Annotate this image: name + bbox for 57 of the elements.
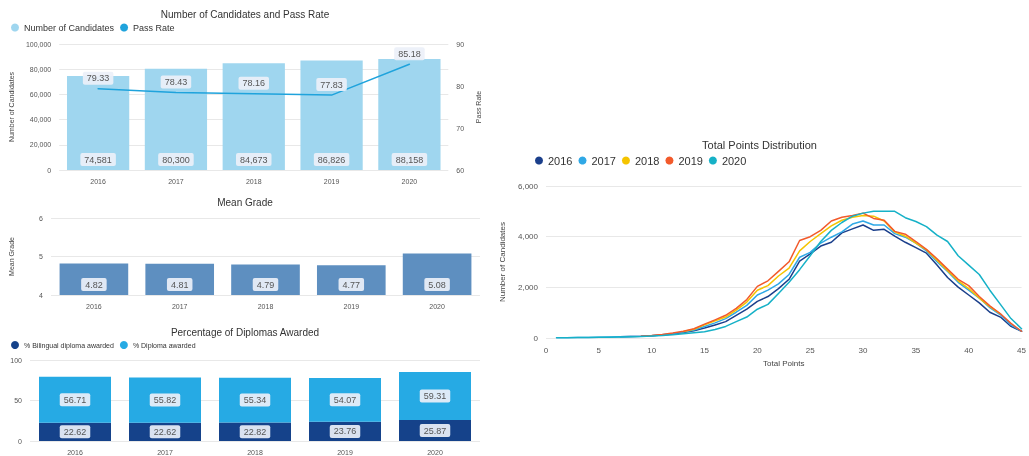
bar <box>309 377 381 422</box>
data-label: 5.08 <box>428 279 446 290</box>
chart-title: Total Points Distribution <box>702 138 817 151</box>
x-tick-label: 35 <box>911 345 921 355</box>
x-tick-label: 15 <box>700 345 710 355</box>
data-label: 22.82 <box>243 426 267 437</box>
data-label: 74,581 <box>84 154 112 165</box>
chart-title: Percentage of Diplomas Awarded <box>170 326 320 338</box>
y-tick-label: 2,000 <box>517 282 539 292</box>
y-tick-label: 6,000 <box>517 181 539 191</box>
x-tick-label: 20 <box>752 345 763 355</box>
bar <box>219 377 291 423</box>
bar <box>39 376 111 423</box>
y-tick-label: 0 <box>533 333 539 343</box>
x-tick-label: 5 <box>596 345 602 355</box>
data-label: 56.71 <box>63 394 87 405</box>
x-axis-title: Total Points <box>763 358 805 368</box>
x-tick-label: 40 <box>964 345 974 355</box>
data-label: 4.77 <box>342 279 361 290</box>
data-label: 77.83 <box>320 79 343 90</box>
chart-title: Number of Candidates and Pass Rate <box>160 8 330 20</box>
data-label: 79.33 <box>86 73 110 84</box>
data-label: 80,300 <box>162 154 190 165</box>
data-label: 84,673 <box>239 154 268 165</box>
data-label: 22.62 <box>63 426 87 437</box>
data-label: 88,158 <box>395 154 424 165</box>
data-label: 78.43 <box>164 77 188 88</box>
data-label: 25.87 <box>423 425 447 436</box>
data-label: 23.76 <box>333 426 357 437</box>
data-label: 86,826 <box>317 154 346 165</box>
x-tick-label: 45 <box>1017 345 1027 355</box>
data-label: 55.82 <box>153 395 177 406</box>
data-label: 85.18 <box>398 48 421 59</box>
bar <box>129 377 201 423</box>
x-tick-label: 30 <box>858 345 869 355</box>
y-axis-title: Number of Candidates <box>497 222 507 303</box>
x-tick-label: 25 <box>805 345 816 355</box>
data-label: 54.07 <box>333 394 357 405</box>
bar <box>399 372 471 421</box>
data-label: 78.16 <box>242 78 266 89</box>
x-tick-label: 10 <box>647 345 657 355</box>
legend-label: 2016 <box>548 154 573 167</box>
legend-label: Number of Candidates <box>24 22 115 33</box>
data-label: 55.34 <box>243 395 267 406</box>
data-label: 4.81 <box>170 279 189 290</box>
y-tick-label: 4,000 <box>517 232 539 242</box>
legend-label: 2018 <box>634 154 660 167</box>
legend-label: Pass Rate <box>133 22 175 33</box>
x-tick-label: 0 <box>543 345 549 355</box>
data-label: 4.82 <box>85 279 103 290</box>
legend-label: 2017 <box>591 154 616 167</box>
data-label: 22.62 <box>153 426 177 437</box>
legend-label: 2020 <box>721 154 747 167</box>
data-label: 4.79 <box>256 279 275 290</box>
legend-label: 2019 <box>678 154 703 167</box>
data-label: 59.31 <box>423 391 447 402</box>
chart-title: Mean Grade <box>217 196 274 208</box>
